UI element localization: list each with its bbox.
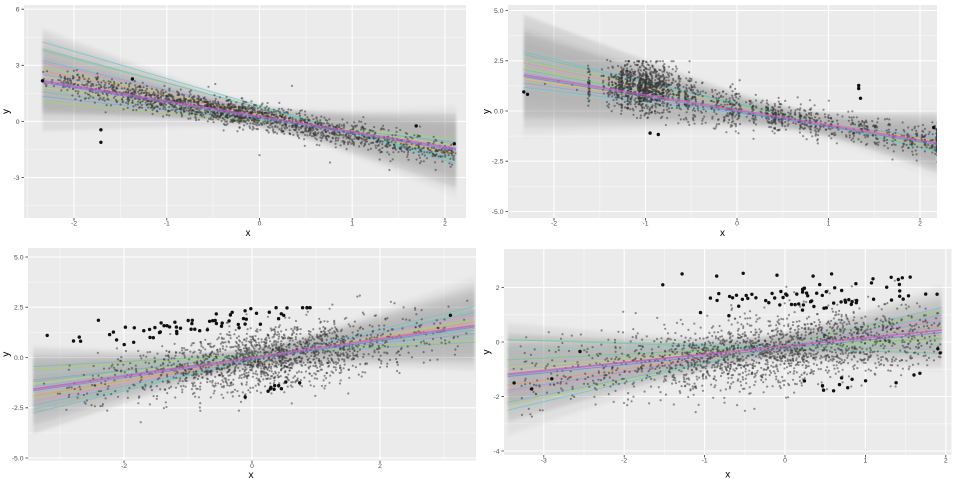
svg-text:-2: -2 xyxy=(551,220,557,227)
svg-text:0.0: 0.0 xyxy=(494,108,504,115)
svg-text:2: 2 xyxy=(918,220,922,227)
svg-text:-5.0: -5.0 xyxy=(492,209,504,216)
svg-text:y: y xyxy=(482,109,493,114)
svg-text:2.5: 2.5 xyxy=(494,58,504,65)
svg-text:1: 1 xyxy=(350,220,354,227)
svg-text:6: 6 xyxy=(16,7,20,14)
svg-text:0: 0 xyxy=(258,220,262,227)
svg-text:-1: -1 xyxy=(164,220,170,227)
svg-text:0: 0 xyxy=(735,220,739,227)
svg-text:-2: -2 xyxy=(71,220,77,227)
svg-text:-3: -3 xyxy=(13,175,19,182)
svg-text:1: 1 xyxy=(827,220,831,227)
svg-text:x: x xyxy=(246,228,251,239)
svg-text:0: 0 xyxy=(16,119,20,126)
svg-text:y: y xyxy=(1,109,12,114)
svg-text:-2.5: -2.5 xyxy=(492,159,504,166)
svg-text:-1: -1 xyxy=(642,220,648,227)
svg-text:2: 2 xyxy=(443,220,447,227)
svg-text:3: 3 xyxy=(16,63,20,70)
svg-text:x: x xyxy=(720,228,725,239)
svg-text:5.0: 5.0 xyxy=(494,8,504,15)
